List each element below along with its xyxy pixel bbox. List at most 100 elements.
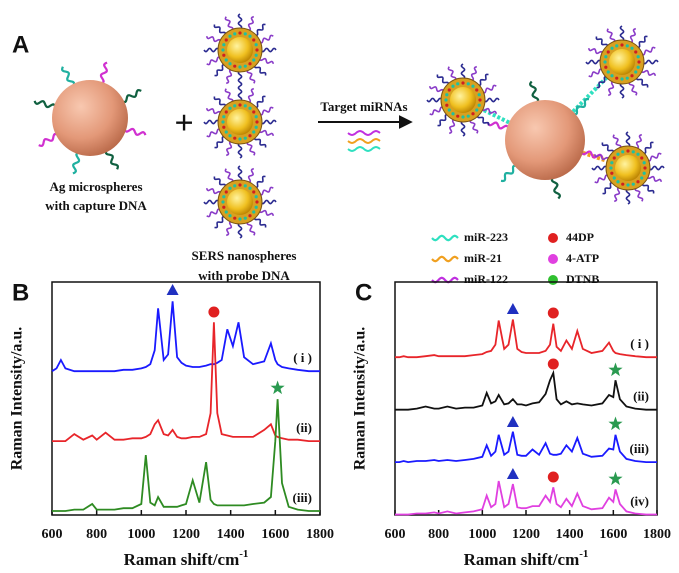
peak-marker-triangle xyxy=(506,416,519,427)
raman-reporter xyxy=(255,120,259,124)
dna-strand xyxy=(602,181,614,195)
legend-label: DTNB xyxy=(566,272,599,286)
x-tick-label: 1800 xyxy=(306,527,334,542)
raman-reporter xyxy=(254,43,258,47)
spectrum xyxy=(51,301,320,373)
raman-reporter xyxy=(615,76,619,80)
dna-strand xyxy=(258,57,275,65)
dna-strand xyxy=(431,234,459,242)
dna-strand xyxy=(628,81,638,96)
dna-strand xyxy=(550,176,561,200)
dna-strand xyxy=(206,56,221,66)
raman-reporter xyxy=(620,43,624,47)
x-tick-label: 1000 xyxy=(468,527,496,542)
raman-reporter xyxy=(456,82,460,86)
raman-reporter xyxy=(238,65,242,69)
raman-reporter xyxy=(631,150,635,154)
dna-strand xyxy=(237,70,243,87)
peak-marker-triangle xyxy=(506,468,519,479)
dna-strand xyxy=(260,47,277,53)
y-axis-label: Raman Intensity/a.u. xyxy=(9,327,26,471)
peak-marker-circle xyxy=(547,358,559,370)
raman-reporter xyxy=(610,171,614,175)
raman-reporter xyxy=(447,108,451,112)
raman-reporter xyxy=(451,112,455,116)
raman-reporter xyxy=(640,176,644,180)
legend-dot xyxy=(548,275,558,285)
raman-reporter xyxy=(643,166,647,170)
dna-strand xyxy=(237,142,243,159)
dna-strand xyxy=(437,113,449,127)
spectrum xyxy=(52,399,320,512)
dna-strand xyxy=(481,107,498,115)
dna-strand xyxy=(213,96,227,108)
dna-strand xyxy=(214,135,226,149)
dna-strand xyxy=(213,24,227,36)
raman-reporter xyxy=(604,55,608,59)
raman-reporter xyxy=(447,88,451,92)
dna-strand xyxy=(206,128,221,138)
dna-strand xyxy=(246,221,256,236)
dna-strand xyxy=(641,46,656,56)
dna-strand xyxy=(253,136,267,148)
raman-reporter xyxy=(238,183,242,187)
peak-marker-circle xyxy=(547,471,559,483)
dna-strand xyxy=(636,35,648,49)
dna-strand xyxy=(224,168,234,183)
dna-strand xyxy=(203,119,220,125)
dna-strand xyxy=(213,176,227,188)
dna-strand xyxy=(460,63,466,80)
dna-strand xyxy=(588,68,603,78)
x-tick-label: 1200 xyxy=(512,527,540,542)
dna-strand xyxy=(612,134,622,149)
raman-reporter xyxy=(222,195,226,199)
raman-reporter xyxy=(445,93,449,97)
raman-reporter xyxy=(248,106,252,110)
dna-strand xyxy=(123,127,147,136)
raman-reporter xyxy=(456,114,460,118)
spectrum xyxy=(395,319,657,359)
dna-strand xyxy=(254,95,266,109)
dna-strand xyxy=(246,69,256,84)
raman-reporter xyxy=(444,98,448,102)
dna-strand xyxy=(629,27,637,44)
dna-strand xyxy=(259,186,274,196)
dna-strand xyxy=(214,63,226,77)
dna-strand xyxy=(469,119,479,134)
dna-strand xyxy=(635,76,649,88)
nanosphere-core xyxy=(227,109,253,135)
raman-reporter xyxy=(248,214,252,218)
raman-reporter xyxy=(255,48,259,52)
raman-reporter xyxy=(254,115,258,119)
dna-strand xyxy=(225,68,233,85)
raman-reporter xyxy=(475,108,479,112)
dna-strand xyxy=(482,84,497,94)
raman-reporter xyxy=(634,50,638,54)
raman-reporter xyxy=(238,217,242,221)
dna-strand xyxy=(641,182,655,194)
raman-reporter xyxy=(255,200,259,204)
raman-reporter xyxy=(642,161,646,165)
arrow-label: Target miRNAs xyxy=(320,99,407,114)
dna-strand xyxy=(72,151,81,175)
raman-reporter xyxy=(616,180,620,184)
x-tick-label: 600 xyxy=(42,527,63,542)
nanosphere-core xyxy=(227,189,253,215)
dna-strand xyxy=(253,216,267,228)
raman-reporter xyxy=(477,103,481,107)
raman-reporter xyxy=(254,53,258,57)
peak-marker-circle xyxy=(208,306,220,318)
caption: with capture DNA xyxy=(45,198,147,213)
raman-reporter xyxy=(610,46,614,50)
raman-reporter xyxy=(224,110,228,114)
raman-reporter xyxy=(233,184,237,188)
ag-microsphere xyxy=(52,80,128,156)
dna-strand xyxy=(237,165,243,182)
dna-strand xyxy=(247,15,255,32)
raman-reporter xyxy=(221,120,225,124)
peak-marker-triangle xyxy=(506,303,519,314)
trace-label: (iii) xyxy=(293,490,313,505)
raman-reporter xyxy=(621,150,625,154)
raman-reporter xyxy=(475,88,479,92)
raman-reporter xyxy=(636,65,640,69)
